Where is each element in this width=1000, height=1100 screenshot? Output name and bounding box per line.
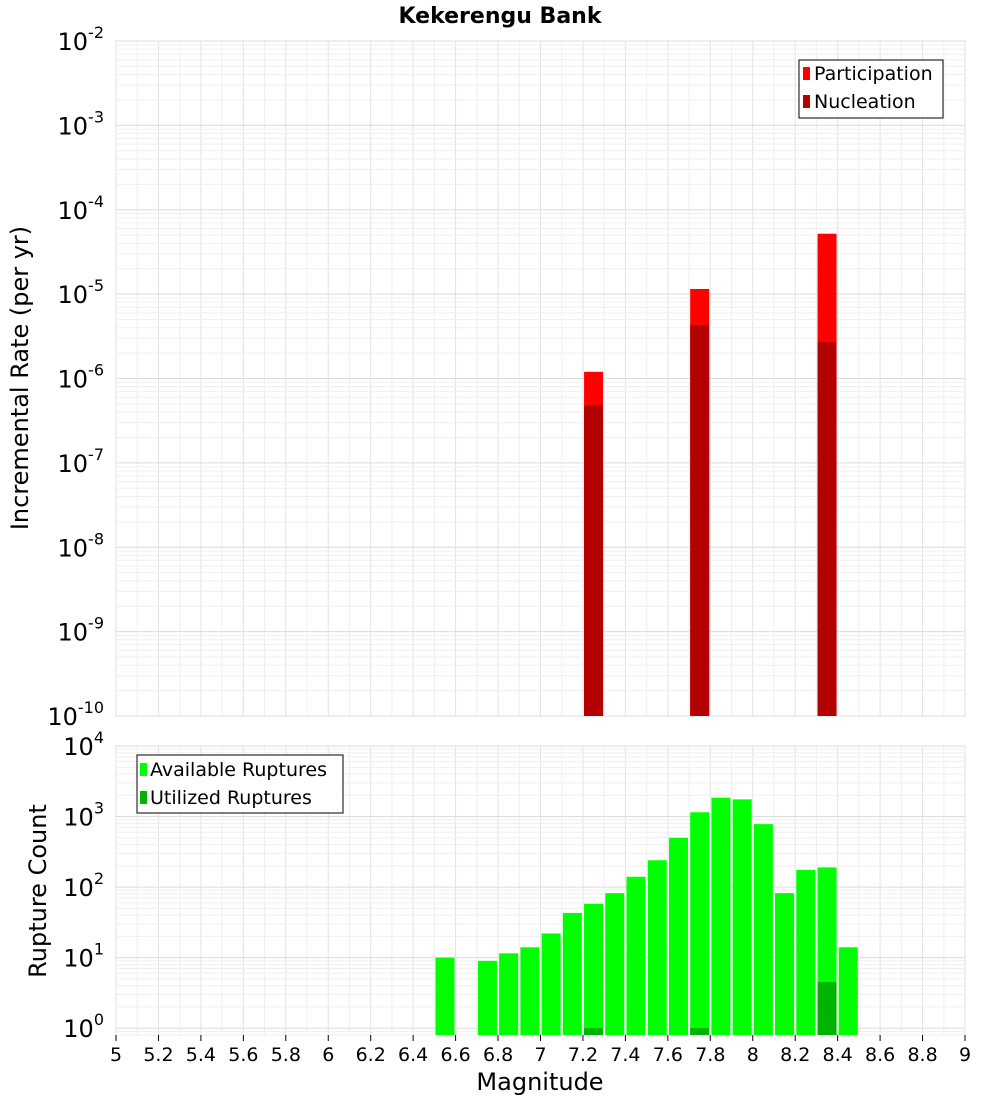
rate-panel: 10-10 10-9 10-8 10-7 10-6 10-5 10-4 10-3 10-2 In…: [6, 23, 966, 731]
x-tick-label: 7.4: [610, 1044, 640, 1066]
x-tick-label: 5.6: [228, 1044, 258, 1066]
y-tick-label: 10-5: [58, 276, 105, 309]
rate-legend-box: [798, 59, 944, 119]
x-tick-label: 6.4: [398, 1044, 428, 1066]
count-panel: 100 101 102 103 104 5 5.2 5.4 5.6 5.8 6 6.2 6.4 6.6 6…: [24, 728, 971, 1096]
bar-nucleation: [817, 342, 837, 716]
bar-utilized-ruptures: [690, 1028, 710, 1035]
count-legend-box: [136, 754, 344, 814]
bar-utilized-ruptures: [584, 1028, 604, 1035]
x-tick-label: 7.2: [568, 1044, 598, 1066]
y-tick-label: 101: [63, 940, 104, 973]
bar-available-ruptures: [477, 960, 497, 1035]
x-tick-label: 6.2: [356, 1044, 386, 1066]
y-tick-label: 103: [63, 799, 104, 832]
x-tick-label: 8.8: [907, 1044, 937, 1066]
bar-available-ruptures: [562, 912, 582, 1035]
magnitude-x-ticks: 5 5.2 5.4 5.6 5.8 6 6.2 6.4 6.6 6.8 7 7.2 7.4 7.6 7.8 8…: [110, 1035, 971, 1066]
y-tick-label: 10-10: [47, 698, 104, 731]
bar-available-ruptures: [541, 933, 561, 1035]
rate-grid: [115, 40, 966, 717]
x-tick-label: 6.6: [440, 1044, 470, 1066]
y-tick-label: 10-6: [58, 361, 105, 394]
legend-swatch-utilized: [140, 791, 147, 804]
legend-swatch-available: [140, 763, 147, 776]
bar-available-ruptures: [520, 947, 540, 1035]
bar-available-ruptures: [796, 869, 816, 1035]
x-tick-label: 5.4: [186, 1044, 216, 1066]
x-tick-label: 7.6: [653, 1044, 683, 1066]
x-tick-label: 7.8: [695, 1044, 725, 1066]
rate-bars: [584, 233, 837, 716]
x-axis-label: Magnitude: [476, 1068, 603, 1096]
bar-nucleation: [690, 325, 710, 716]
bar-available-ruptures: [584, 903, 604, 1035]
legend-label-participation: Participation: [814, 63, 933, 85]
bar-available-ruptures: [647, 860, 667, 1035]
y-tick-label: 10-7: [58, 445, 105, 478]
y-tick-label: 102: [63, 869, 104, 902]
x-tick-label: 9: [959, 1044, 971, 1066]
bar-available-ruptures: [668, 837, 688, 1035]
legend-swatch-participation: [803, 67, 810, 80]
bar-available-ruptures: [838, 947, 858, 1035]
bar-available-ruptures: [626, 876, 646, 1035]
x-tick-label: 6.8: [483, 1044, 513, 1066]
rate-legend: Participation Nucleation: [798, 59, 944, 119]
bar-nucleation: [584, 405, 604, 716]
chart-title: Kekerengu Bank: [399, 4, 603, 29]
x-tick-label: 8: [747, 1044, 759, 1066]
bar-available-ruptures: [732, 799, 752, 1035]
legend-label-nucleation: Nucleation: [814, 91, 916, 113]
bar-available-ruptures: [753, 824, 773, 1035]
y-tick-label: 10-4: [58, 192, 105, 225]
y-tick-label: 10-2: [58, 23, 105, 56]
bar-available-ruptures: [690, 812, 710, 1035]
y-tick-label: 100: [63, 1010, 104, 1043]
count-y-ticks: 100 101 102 103 104: [63, 728, 104, 1043]
rate-y-ticks: 10-10 10-9 10-8 10-7 10-6 10-5 10-4 10-3 10-2: [47, 23, 104, 731]
bar-available-ruptures: [605, 893, 625, 1035]
legend-swatch-nucleation: [803, 95, 810, 108]
bar-available-ruptures: [711, 797, 731, 1035]
x-tick-label: 5: [110, 1044, 122, 1066]
x-tick-label: 6: [322, 1044, 334, 1066]
x-tick-label: 7: [534, 1044, 546, 1066]
count-legend: Available Ruptures Utilized Ruptures: [136, 754, 344, 814]
bar-available-ruptures: [435, 957, 455, 1035]
x-tick-label: 8.6: [865, 1044, 895, 1066]
legend-label-available: Available Ruptures: [150, 759, 327, 781]
legend-label-utilized: Utilized Ruptures: [150, 787, 312, 809]
y-tick-label: 10-8: [58, 529, 105, 562]
x-tick-label: 8.2: [780, 1044, 810, 1066]
bar-utilized-ruptures: [817, 982, 837, 1035]
count-y-axis-label: Rupture Count: [24, 804, 52, 978]
bar-available-ruptures: [499, 953, 519, 1035]
x-tick-label: 8.4: [823, 1044, 853, 1066]
y-tick-label: 10-3: [58, 107, 105, 140]
bar-available-ruptures: [775, 893, 795, 1035]
y-tick-label: 104: [63, 728, 104, 761]
x-tick-label: 5.2: [143, 1044, 173, 1066]
rate-y-axis-label: Incremental Rate (per yr): [6, 226, 34, 530]
x-tick-label: 5.8: [271, 1044, 301, 1066]
y-tick-label: 10-9: [58, 614, 105, 647]
count-bars: [435, 797, 858, 1035]
